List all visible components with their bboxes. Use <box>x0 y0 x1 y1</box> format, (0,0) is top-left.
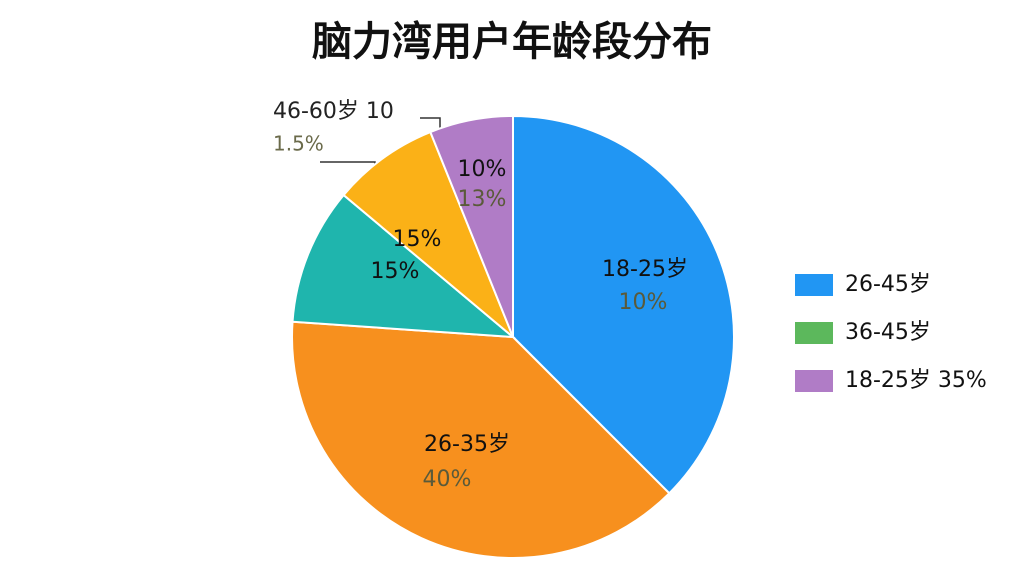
slice-label: 18-25岁 <box>602 257 688 282</box>
legend-label: 36-45岁 <box>845 320 931 345</box>
slice-label: 13% <box>458 187 507 212</box>
slice-label: 15% <box>393 227 442 252</box>
pie-slice <box>291 320 671 559</box>
slice-label: 15% <box>371 259 420 284</box>
legend-swatch <box>795 370 833 392</box>
legend-label: 26-45岁 <box>845 272 931 297</box>
pie-slice <box>512 114 735 495</box>
pie-slice <box>342 130 514 338</box>
legend-label: 18-25岁 35% <box>845 368 987 393</box>
callout-label: 46-60岁 10 <box>273 99 394 124</box>
pie-slice <box>429 114 514 338</box>
slice-label: 26-35岁 <box>424 432 510 457</box>
legend-swatch <box>795 322 833 344</box>
pie-slice <box>291 193 517 339</box>
callout-line <box>420 117 441 132</box>
slice-label: 10% <box>619 290 668 315</box>
legend-swatch <box>795 274 833 296</box>
slice-label: 10% <box>458 157 507 182</box>
callout-label: 1.5% <box>273 132 324 156</box>
chart-title: 脑力湾用户年龄段分布 <box>312 19 712 65</box>
slice-label: 40% <box>423 467 472 492</box>
